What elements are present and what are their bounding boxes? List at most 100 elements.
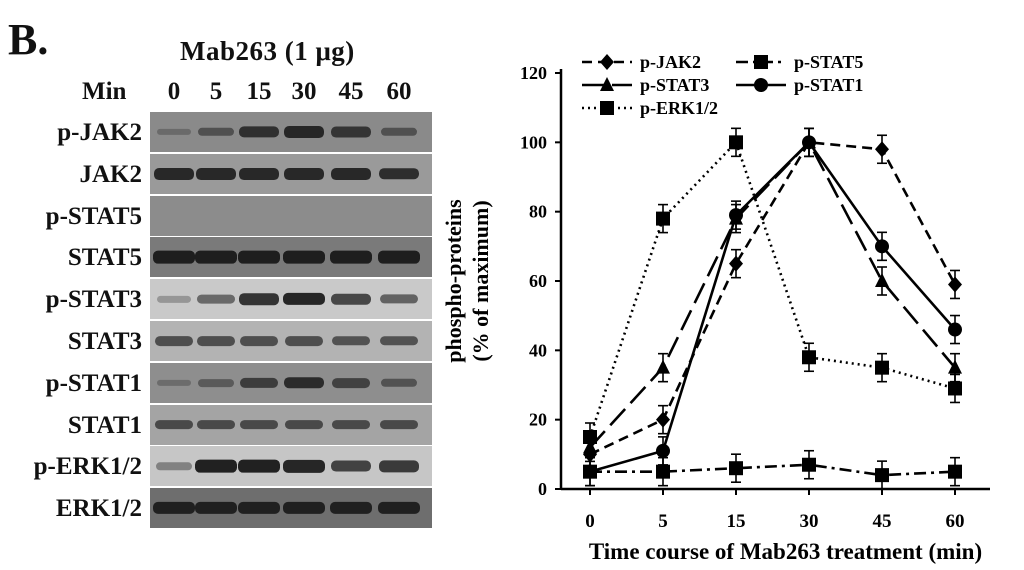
blot-band [196,419,236,430]
lane-label-0: 0 [167,78,181,105]
data-point-p-stat3 [656,359,670,374]
data-point-p-stat1 [729,208,743,223]
blot-band [283,293,325,306]
data-point-p-erk1-2 [729,135,743,150]
y-tick-label: 100 [520,132,547,152]
blot-band [283,126,325,138]
blot-band [156,462,192,471]
blot-band [380,378,418,387]
y-axis-label-line1: phospho-proteins [441,199,466,363]
blot-row-label: STAT5 [67,244,142,272]
data-point-p-stat5 [656,464,670,479]
blot-band [195,251,237,264]
series-line-p-stat5 [590,463,956,477]
legend-marker-p-stat1 [754,78,768,92]
blot-row-stat3 [150,320,432,361]
blot-band [283,167,325,180]
data-point-p-stat5 [729,461,743,476]
blot-band [283,376,325,389]
data-point-p-jak2 [729,255,743,272]
lane-label-30: 30 [291,78,317,105]
blot-band [153,167,195,180]
data-point-p-stat5 [948,464,962,479]
y-tick-label: 40 [529,340,547,360]
blot-band [153,251,195,264]
blot-band [379,460,419,472]
blot-band [156,128,192,136]
blot-band [238,167,280,180]
legend-marker-p-stat5 [754,55,768,69]
series-line-p-stat1 [589,140,956,473]
blot-band [196,336,236,346]
blot-band [239,126,279,138]
series-line-p-erk1-2 [588,139,956,438]
data-point-p-erk1-2 [948,381,962,396]
blot-band [284,336,324,346]
blot-band [195,460,237,473]
blot-band [331,293,371,305]
blot-row-p-stat1 [150,362,432,403]
blot-band [330,167,372,180]
blot-row-p-jak2 [150,112,432,152]
blot-band [154,419,194,430]
data-point-p-stat5 [875,468,889,483]
blot-band [239,336,279,346]
blot-band [239,419,279,430]
blot-row-p-erk1-2 [150,446,432,487]
blot-band [284,419,324,430]
blot-band [238,293,280,305]
data-point-p-erk1-2 [583,430,597,444]
blot-band [331,419,371,430]
legend-label-p-stat5: p-STAT5 [794,52,863,72]
blot-band [153,502,195,515]
blot-band [156,379,192,386]
legend-label-p-erk1-2: p-ERK1/2 [640,98,718,118]
blot-band [238,251,280,264]
blot-row-stat5 [150,237,432,278]
y-tick-label: 20 [529,410,547,430]
blot-band [154,336,194,346]
y-tick-label: 0 [538,479,547,499]
lane-label-15: 15 [246,78,272,105]
data-point-p-erk1-2 [656,211,670,226]
blot-band [195,502,237,515]
blot-band [238,460,280,473]
blot-row-label: p-STAT1 [45,369,142,397]
blot-band [380,294,418,304]
blot-band [197,127,235,137]
blot-row-label: STAT3 [67,328,142,355]
data-point-p-stat3 [875,273,889,287]
blot-title: Mab263 (1 μg) [180,36,355,66]
blot-band [330,251,372,264]
blot-band [195,167,237,180]
x-tick-label: 15 [727,511,746,532]
data-point-p-stat1 [583,464,597,479]
x-tick-label: 0 [585,511,595,532]
blot-row-label: p-STAT3 [45,286,142,314]
y-axis-label-line2: (% of maximum) [468,200,493,361]
blot-band [198,378,234,387]
time-course-chart: 0 20 40 60 80 100 120 0 5 15 30 45 60 phospho-protein… [441,52,990,564]
blot-row-jak2 [150,153,432,194]
series-line-p-stat3 [589,140,956,449]
blot-band [330,502,372,515]
blot-band [378,251,420,264]
blot-row-p-stat3 [150,279,432,320]
blot-band [331,126,371,138]
legend-label-p-stat3: p-STAT3 [640,75,709,95]
blot-band [283,251,325,264]
data-point-p-stat1 [802,135,816,150]
blot-row-p-stat5 [150,195,432,236]
y-tick-label: 120 [520,63,547,83]
x-tick-label: 5 [658,511,668,532]
blot-band [378,502,420,515]
blot-band [378,168,420,180]
blot-row-label: p-STAT5 [45,202,142,230]
legend-label-p-jak2: p-JAK2 [640,52,701,72]
data-point-p-stat1 [875,239,889,254]
blot-band [283,502,325,515]
legend-marker-p-erk1-2 [600,101,614,115]
blot-row-stat1 [150,404,432,445]
data-point-p-stat5 [802,457,816,472]
blot-band [283,460,325,473]
